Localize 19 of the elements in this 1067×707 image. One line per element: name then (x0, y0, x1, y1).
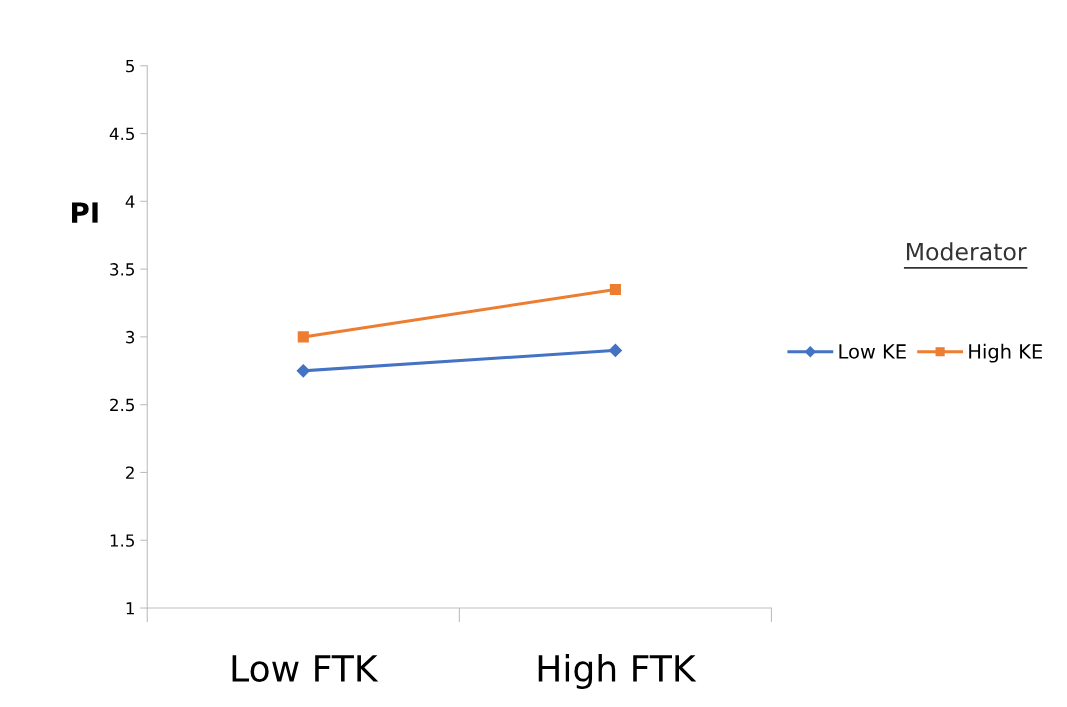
y-tick-label: 1.5 (110, 534, 134, 547)
y-tick-label: 2 (126, 466, 134, 479)
y-tick-label: 3.5 (110, 263, 134, 276)
y-tick-label: 1 (126, 602, 134, 615)
x-tick-label: High FTK (538, 654, 697, 690)
y-tick-label: 2.5 (110, 398, 134, 412)
legend-title: Moderator (906, 242, 1027, 261)
legend-label: Low KE (839, 344, 906, 359)
x-tick-label: Low FTK (232, 655, 379, 683)
point (608, 343, 622, 358)
legend-label: High KE (969, 343, 1042, 363)
y-tick-label: 4 (125, 195, 135, 208)
point (297, 331, 309, 343)
y-tick-label: 3 (126, 330, 135, 344)
point (609, 283, 621, 295)
point (296, 364, 310, 378)
y-tick-label: 5 (126, 59, 134, 73)
y-tick-label: 4.5 (109, 127, 134, 141)
y-axis-title: PI (72, 202, 98, 223)
